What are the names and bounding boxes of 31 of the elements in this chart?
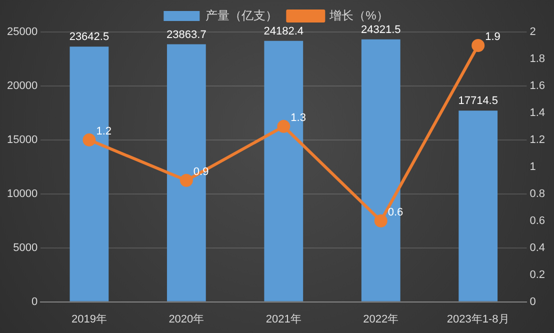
data-label: 23642.5: [69, 31, 110, 44]
y2-tick-label: 1.8: [530, 53, 546, 66]
y2-tick-label: 1.2: [530, 134, 546, 146]
x-tick-label: 2022年: [363, 313, 399, 326]
y2-tick-label: 0.4: [530, 242, 546, 254]
y-tick-label: 20000: [6, 80, 38, 92]
x-tick-label: 2021年: [266, 313, 302, 326]
y2-tick-label: 1.6: [530, 80, 546, 92]
data-label: 24182.4: [264, 25, 304, 38]
y-tick-label: 25000: [6, 26, 38, 38]
y2-tick-label: 1: [530, 160, 536, 173]
y-tick-label: 10000: [6, 188, 38, 200]
x-tick-label: 2020年: [168, 313, 204, 326]
y2-tick-label: 0.2: [530, 268, 546, 281]
x-tick-label: 2019年: [71, 313, 107, 326]
data-label: 0.9: [193, 166, 209, 178]
y-tick-label: 0: [31, 296, 38, 308]
y2-tick-label: 1.4: [530, 106, 546, 119]
y-tick-label: 15000: [6, 134, 38, 146]
data-label: 1.9: [485, 31, 500, 44]
x-tick-label: 2023年1-8月: [446, 313, 510, 326]
y2-tick-label: 0.6: [530, 214, 546, 227]
legend-label: 增长（%）: [328, 8, 388, 22]
data-label: 17714.5: [458, 95, 498, 108]
y-tick-label: 5000: [13, 242, 38, 254]
data-label: 23863.7: [166, 28, 206, 41]
legend-label: 产量（亿支）: [206, 8, 278, 22]
y2-tick-label: 0: [530, 296, 536, 308]
y2-tick-label: 0.8: [530, 188, 546, 200]
y2-tick-label: 2: [530, 26, 536, 38]
data-label: 24321.5: [360, 24, 401, 36]
